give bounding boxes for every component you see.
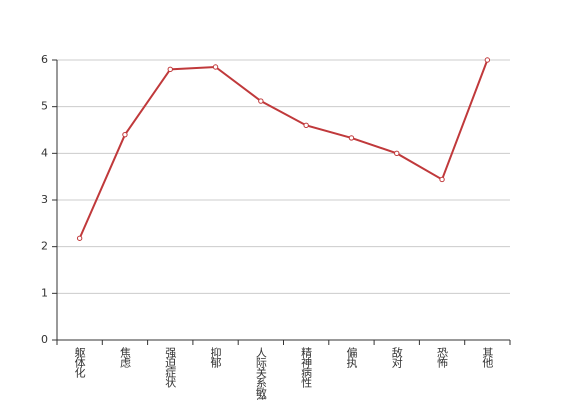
- point: [394, 150, 400, 157]
- point: [258, 98, 264, 104]
- line: [78, 59, 489, 239]
- point: [122, 131, 128, 138]
- x-tick-label: 躯体化: [73, 347, 86, 379]
- y-tick-label: 6: [41, 53, 48, 66]
- point: [439, 176, 445, 183]
- y-tick-label: 0: [41, 333, 48, 346]
- y-tick-label: 3: [41, 193, 48, 206]
- point: [303, 122, 309, 129]
- y-tick-label: 1: [41, 286, 48, 299]
- point: [76, 235, 83, 241]
- y-tick-label: 4: [41, 146, 48, 159]
- y-tick-label: 5: [41, 100, 48, 113]
- point: [167, 66, 173, 73]
- x-tick-label: 恐怖: [436, 347, 449, 368]
- x-tick-label: 抑郁: [209, 346, 222, 368]
- x-tick-label: 焦虑: [118, 347, 131, 368]
- y-tick-label: 2: [41, 240, 48, 253]
- x-tick-label: 强迫症状: [164, 347, 177, 388]
- x-tick-label: 偏执: [345, 346, 358, 369]
- point: [212, 64, 219, 70]
- x-tick-label: 人际关系敏感: [254, 347, 267, 400]
- point: [484, 57, 491, 63]
- x-tick-label: 敌对: [390, 346, 403, 368]
- point: [348, 135, 355, 141]
- x-tick-label: 其他: [481, 347, 494, 368]
- x-tick-label: 精神病性: [300, 347, 313, 389]
